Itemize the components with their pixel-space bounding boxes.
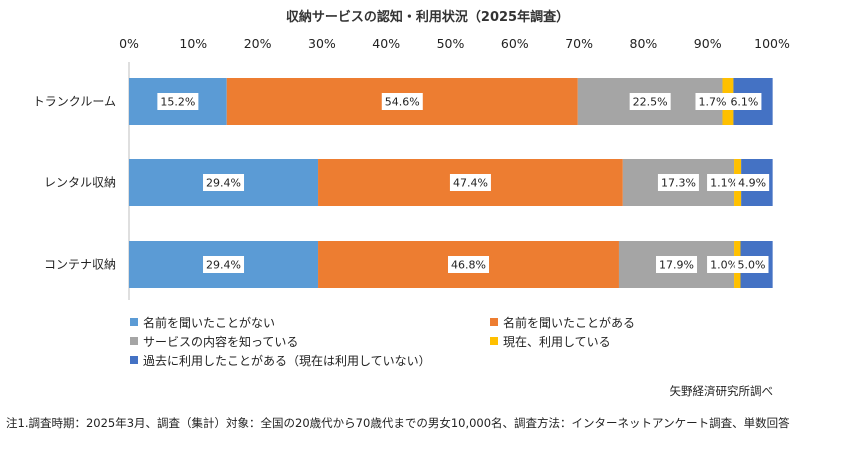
data-label: 5.0%	[738, 259, 766, 272]
data-label: 54.6%	[385, 96, 420, 109]
x-tick-label: 10%	[179, 36, 207, 51]
legend-label: 名前を聞いたことがない	[143, 315, 276, 330]
data-label: 1.7%	[699, 96, 727, 109]
chart-legend: 名前を聞いたことがない 名前を聞いたことがあるサービスの内容を知っている 現在、利用…	[130, 314, 690, 368]
data-label: 46.8%	[451, 259, 486, 272]
data-label-box	[695, 93, 730, 110]
category-label: レンタル収納	[44, 176, 116, 190]
legend-item: 過去に利用したことがある（現在は利用していない）	[130, 352, 490, 368]
x-tick-label: 20%	[244, 36, 272, 51]
data-label: 4.9%	[738, 177, 766, 190]
data-label: 22.5%	[633, 96, 668, 109]
data-label: 1.0%	[710, 259, 738, 272]
legend-swatch	[490, 318, 498, 326]
data-label-box	[707, 256, 742, 273]
x-tick-label: 60%	[501, 36, 529, 51]
category-label: コンテナ収納	[44, 258, 116, 272]
x-tick-label: 30%	[308, 36, 336, 51]
data-label: 47.4%	[453, 177, 488, 190]
source-note: 矢野経済研究所調べ	[669, 384, 774, 398]
data-label-box	[381, 93, 423, 110]
footnote: 注1.調査時期：2025年3月、調査（集計）対象：全国の20歳代から70歳代まで…	[6, 416, 790, 430]
data-label-box	[657, 174, 699, 191]
legend-label: 名前を聞いたことがある	[503, 315, 636, 330]
data-label-box	[157, 93, 199, 110]
data-label: 15.2%	[160, 96, 195, 109]
x-tick-label: 50%	[437, 36, 465, 51]
chart-title: 収納サービスの認知・利用状況（2025年調査）	[285, 10, 570, 25]
data-label-box	[629, 93, 671, 110]
legend-swatch	[130, 356, 138, 364]
x-tick-label: 100%	[754, 36, 790, 51]
chart-plot: 0% 10% 20% 30% 40% 50% 60% 70% 80% 90% 100% トランクルーム…	[33, 36, 790, 300]
x-tick-label: 90%	[694, 36, 722, 51]
legend-item: 名前を聞いたことがある	[490, 314, 690, 330]
data-label-box	[449, 174, 491, 191]
data-label-box	[735, 174, 770, 191]
x-tick-label: 40%	[372, 36, 400, 51]
legend-item: 名前を聞いたことがない	[130, 314, 490, 330]
legend-swatch	[130, 318, 138, 326]
x-tick-label: 80%	[630, 36, 658, 51]
data-label: 17.3%	[661, 177, 696, 190]
data-label-box	[448, 256, 490, 273]
legend-item: 現在、利用している	[490, 333, 690, 349]
data-label-box	[203, 174, 245, 191]
data-label-box	[727, 93, 762, 110]
category-label: トランクルーム	[33, 95, 116, 109]
legend-label: サービスの内容を知っている	[143, 334, 299, 349]
data-label-box	[203, 256, 245, 273]
x-tick-label: 0%	[119, 36, 139, 51]
data-label: 1.1%	[710, 177, 738, 190]
data-label-box	[707, 174, 742, 191]
data-label: 17.9%	[659, 259, 694, 272]
legend-swatch	[130, 337, 138, 345]
data-label-box	[656, 256, 698, 273]
legend-label: 過去に利用したことがある（現在は利用していない）	[143, 353, 431, 368]
data-label: 29.4%	[206, 177, 241, 190]
legend-swatch	[490, 337, 498, 345]
data-label-box	[734, 256, 769, 273]
data-label: 6.1%	[730, 96, 758, 109]
legend-label: 現在、利用している	[503, 334, 611, 349]
data-label: 29.4%	[206, 259, 241, 272]
x-tick-label: 70%	[565, 36, 593, 51]
legend-item: サービスの内容を知っている	[130, 333, 490, 349]
